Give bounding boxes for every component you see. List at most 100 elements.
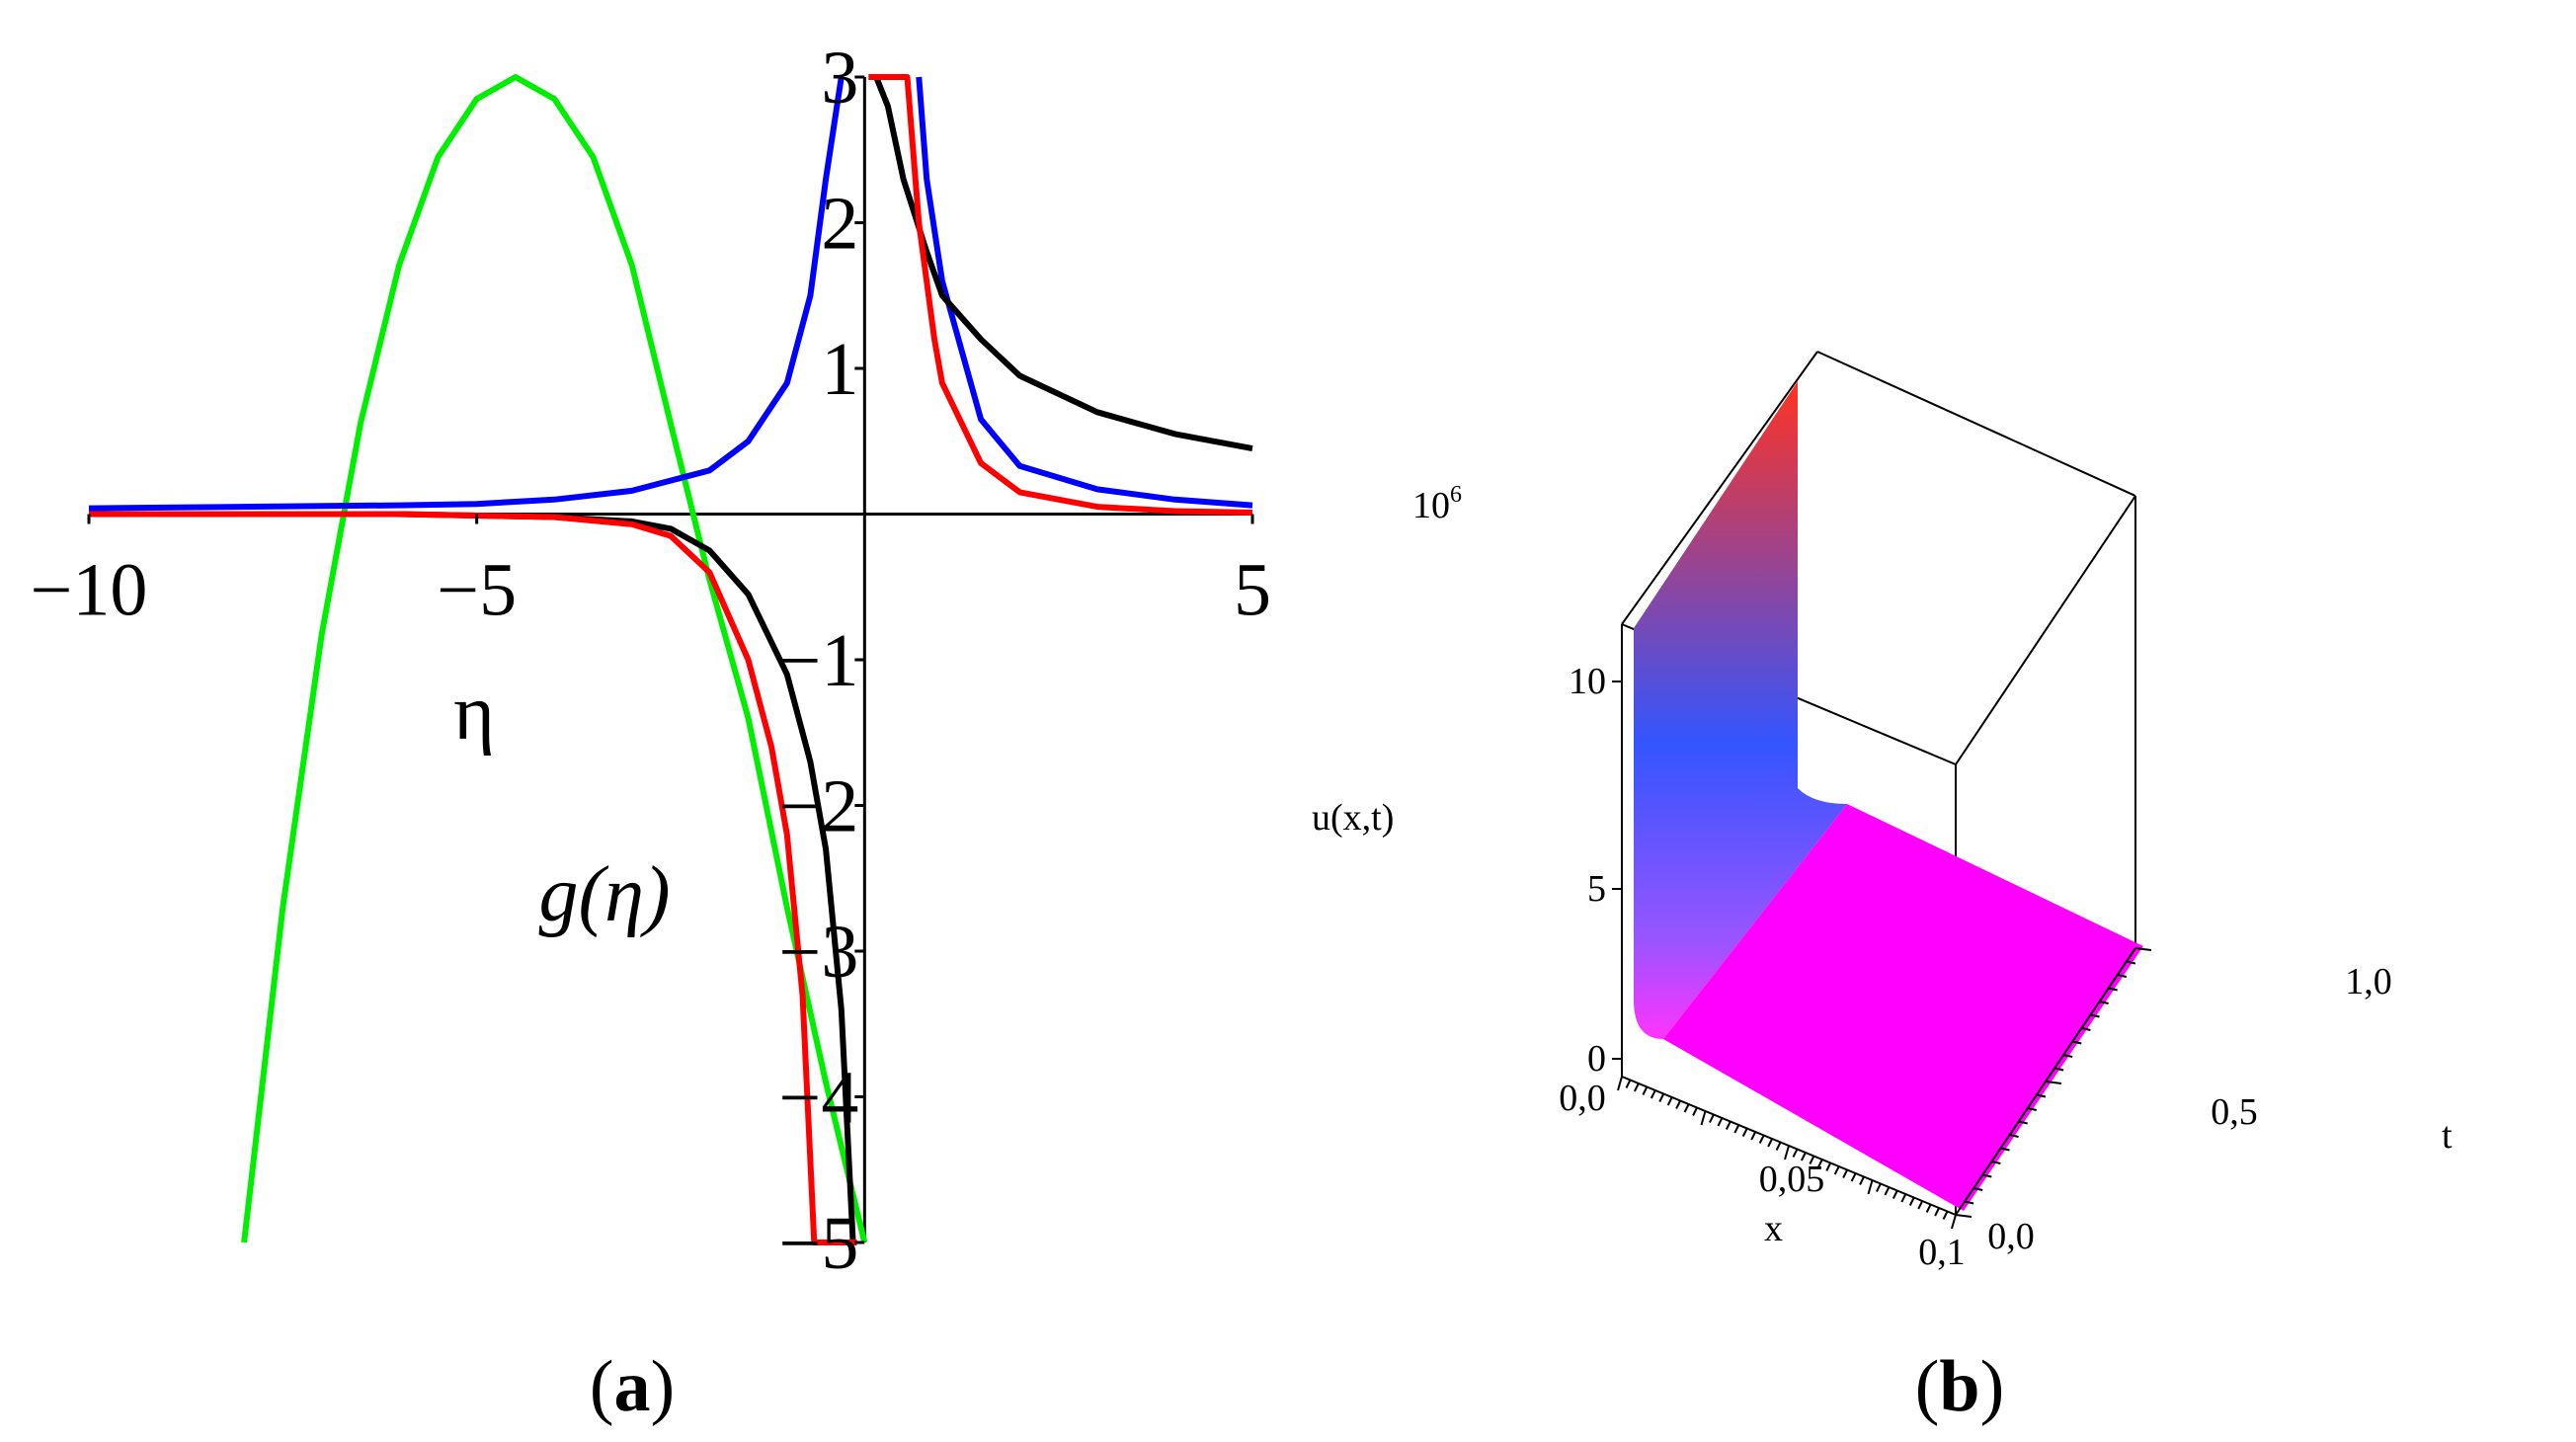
chart-b-z-multiplier: 106 [1412,482,1462,526]
chart-b-x-tick-mark [1908,1197,1915,1206]
caption-b: (b) [1915,1346,2004,1427]
chart-b-ticks: 0 5 10 0,0 0,05 0,1 0,0 0,5 1,0 [1559,661,2392,1273]
chart-a-y-axis-label: g(η) [539,851,671,938]
chart-a-y-tick-label: −5 [778,1202,858,1285]
chart-b-x-tick-mark [1942,1211,1949,1220]
chart-b-x-tick-label: 0,0 [1559,1078,1606,1119]
chart-b-x-tick-mark [1692,1107,1698,1116]
chart-b-x-tick-mark [1634,1082,1640,1092]
chart-b-x-tick-mark [1709,1114,1715,1123]
chart-b-t-tick-label: 0,5 [2211,1091,2258,1133]
chart-b-t-axis-label: t [2442,1115,2453,1157]
chart-b-x-tick-mark [1750,1131,1757,1141]
chart-b-x-tick-mark [1884,1186,1891,1196]
chart-a-series-black-branch-2 [873,75,1253,452]
caption-b-letter: b [1939,1346,1979,1427]
chart-a-x-axis-label: η [453,670,495,757]
chart-b-t-tick-mark [2009,1134,2019,1138]
chart-a-series-green-branch-1 [241,74,868,1243]
chart-a-y-tick-label: −1 [778,619,858,702]
chart-a-series-red-branch-2 [868,74,1253,516]
chart-b-x-tick-label: 0,05 [1759,1159,1825,1200]
chart-a: −10 −5 5 3 2 1 −1 −2 −3 −4 −5 η g(η) (a) [31,37,1271,1427]
chart-b-x-tick-mark [1683,1103,1690,1113]
chart-b-x-tick-mark [1700,1110,1707,1126]
chart-b-surface-floor [1663,804,2143,1211]
chart-a-x-tick-label: −5 [437,549,517,632]
chart-b-t-tick-mark [2117,974,2128,978]
chart-b-t-tick-mark [2090,1013,2100,1018]
caption-b-close: ) [1980,1346,2005,1427]
chart-a-series-blue-branch-1 [88,76,845,512]
caption-a-letter: a [614,1346,651,1427]
chart-b-x-tick-mark [1658,1093,1665,1102]
chart-b-box-edge [1621,351,1818,625]
chart-a-y-tick-label: −4 [778,1057,858,1140]
chart-b-x-tick-mark [1801,1152,1807,1162]
chart-b-z-tick-label: 5 [1587,868,1606,910]
chart-b-x-tick-mark [1784,1145,1790,1161]
chart-a-y-tick-label: −3 [778,911,858,994]
chart-b-x-tick-mark [1625,1080,1632,1088]
caption-a-close: ) [651,1346,676,1427]
chart-b-t-tick-label: 0,0 [1987,1216,2035,1257]
chart-b-t-tick-mark [2036,1093,2047,1098]
chart-b-x-tick-mark [1775,1142,1782,1151]
chart-b-x-tick-mark [1892,1190,1898,1199]
chart-b-t-tick-mark [1991,1161,2001,1164]
chart-b-x-tick-mark [1741,1128,1748,1137]
chart-b-t-tick-mark [2018,1120,2028,1125]
chart-b-x-tick-label: 0,1 [1918,1232,1966,1273]
chart-b-x-tick-mark [1675,1100,1682,1109]
chart-b-t-tick-mark [1955,1214,1972,1218]
chart-b-t-tick-mark [2045,1081,2062,1084]
chart-b-x-tick-mark [1951,1214,1957,1230]
chart-b-t-tick-mark [2108,987,2118,992]
chart-b-t-tick-mark [2072,1040,2082,1045]
chart-b-x-tick-mark [1833,1165,1840,1175]
chart-b-x-tick-mark [1666,1096,1673,1106]
caption-a: (a) [590,1346,675,1427]
chart-b-t-tick-mark [2062,1054,2073,1058]
chart-b-x-tick-mark [1792,1149,1799,1158]
chart-b-x-tick-mark [1717,1117,1724,1127]
chart-b-x-tick-mark [1758,1135,1765,1144]
chart-b-t-tick-label: 1,0 [2345,961,2392,1002]
chart-a-x-tick-label: −10 [31,549,148,632]
chart-b-x-tick-mark [1767,1138,1773,1148]
chart-b-x-axis-label: x [1764,1208,1783,1249]
chart-b-box-edge [1816,351,2136,497]
caption-a-open: ( [590,1346,614,1427]
chart-b-t-tick-mark [2027,1107,2038,1111]
chart-b-x-tick-mark [1650,1089,1656,1099]
chart-a-x-tick-label: 5 [1234,549,1271,632]
chart-b-x-tick-mark [1925,1204,1932,1213]
chart-b-x-tick-mark [1876,1183,1882,1192]
chart-b-x-tick-mark [1917,1200,1924,1210]
chart-b-z-multiplier-base: 10 [1412,485,1450,526]
chart-b-x-tick-mark [1617,1076,1623,1091]
chart-b-x-tick-mark [1816,1159,1823,1168]
chart-b-t-tick-mark [1982,1173,1992,1178]
chart-b-z-multiplier-exponent: 6 [1450,482,1462,508]
chart-b-x-tick-mark [1842,1169,1849,1178]
chart-b-x-tick-mark [1867,1179,1874,1195]
chart-b-surface-wall [1634,381,1847,1039]
chart-a-y-tick-label: −2 [778,765,858,848]
chart-b-x-tick-mark [1850,1172,1857,1182]
chart-b-x-tick-mark [1934,1207,1940,1217]
chart-b-t-tick-mark [2053,1067,2064,1072]
chart-b-x-tick-mark [1809,1156,1815,1164]
chart-b-t-tick-mark [2081,1027,2091,1031]
chart-b-z-tick-label: 10 [1569,661,1606,702]
chart-b-t-tick-mark [2126,960,2136,965]
chart-b-x-tick-mark [1900,1193,1907,1203]
chart-b-x-tick-mark [1859,1176,1865,1185]
chart-a-tick-labels: −10 −5 5 3 2 1 −1 −2 −3 −4 −5 [31,37,1271,1285]
chart-a-series-group [88,74,1253,1245]
chart-b-x-tick-mark [1725,1121,1731,1130]
chart-b-t-tick-mark [2000,1147,2010,1152]
chart-b-t-tick-mark [2134,947,2152,951]
chart-b-box-edge [1955,495,2136,765]
